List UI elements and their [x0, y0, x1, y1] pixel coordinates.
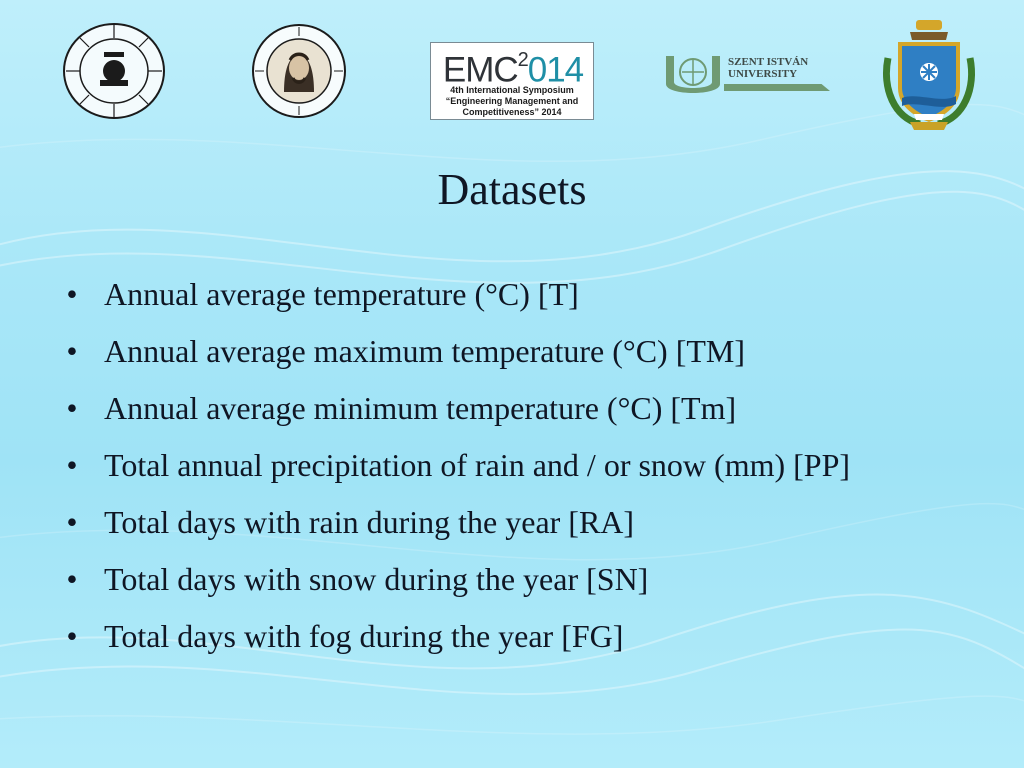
szent-istvan-line-1: SZENT ISTVÁN: [728, 56, 809, 68]
bullet-dot: •: [66, 447, 78, 483]
bullet-text: Total annual precipitation of rain and /…: [104, 447, 851, 483]
list-item: • Total days with rain during the year [R…: [56, 503, 976, 541]
bullet-dot: •: [66, 561, 78, 597]
bullet-dot: •: [66, 276, 78, 312]
list-item: • Annual average temperature (°C) [T]: [56, 275, 976, 313]
emc-prefix: EMC: [442, 50, 519, 90]
list-item: • Total days with snow during the year [S…: [56, 560, 976, 598]
emc-2014-logo: EMC2014 4th International Symposium “Eng…: [430, 42, 594, 120]
bullet-dot: •: [66, 333, 78, 369]
university-seal-icon: [63, 23, 165, 119]
bullet-list: • Annual average temperature (°C) [T] • An…: [56, 275, 976, 674]
szent-istvan-logo: SZENT ISTVÁN UNIVERSITY: [664, 50, 832, 98]
bullet-dot: •: [66, 504, 78, 540]
emc-year: 014: [527, 50, 584, 90]
bullet-text: Annual average minimum temperature (°C) …: [104, 390, 737, 426]
list-item: • Annual average maximum temperature (°C)…: [56, 332, 976, 370]
bullet-text: Annual average temperature (°C) [T]: [104, 276, 579, 312]
list-item: • Total days with fog during the year [FG…: [56, 617, 976, 655]
slide-title: Datasets: [437, 165, 587, 214]
logo-bar: EMC2014 4th International Symposium “Eng…: [0, 0, 1024, 140]
emc-line-2: “Engineering Management and: [445, 96, 579, 106]
portrait-seal-icon: [252, 24, 346, 118]
list-item: • Annual average minimum temperature (°C)…: [56, 389, 976, 427]
bullet-text: Annual average maximum temperature (°C) …: [104, 333, 745, 369]
bullet-text: Total days with snow during the year [SN…: [104, 561, 649, 597]
bullet-text: Total days with rain during the year [RA…: [104, 504, 635, 540]
bullet-dot: •: [66, 618, 78, 654]
emc-superscript: 2: [517, 49, 529, 71]
szent-istvan-line-2: UNIVERSITY: [728, 68, 798, 80]
list-item: • Total annual precipitation of rain and …: [56, 446, 976, 484]
emc-line-3: Competitiveness” 2014: [462, 107, 562, 117]
bullet-dot: •: [66, 390, 78, 426]
coat-of-arms-icon: [883, 20, 975, 130]
szent-istvan-underline: [724, 84, 830, 91]
bullet-text: Total days with fog during the year [FG]: [104, 618, 624, 654]
emc-line-1: 4th International Symposium: [450, 85, 574, 95]
szent-istvan-emblem-icon: [666, 56, 720, 93]
